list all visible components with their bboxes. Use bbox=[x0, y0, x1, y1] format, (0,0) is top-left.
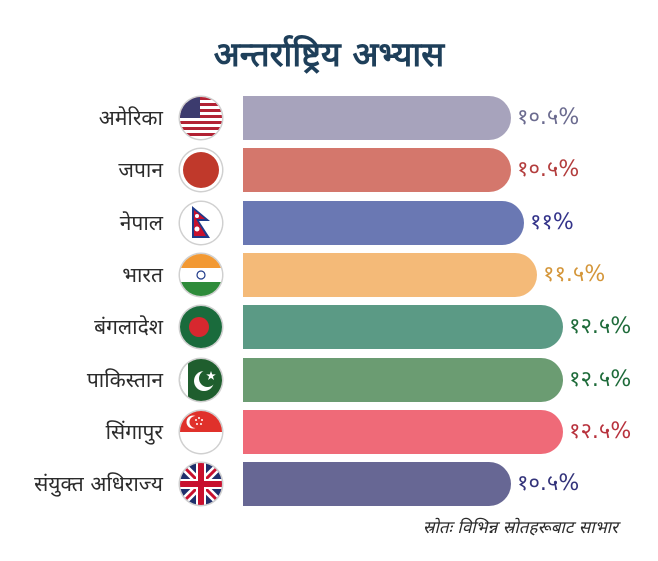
value-label: १०.५% bbox=[517, 157, 580, 183]
value-label: १०.५% bbox=[517, 105, 580, 130]
category-label: जपान bbox=[118, 158, 163, 183]
category-label: नेपाल bbox=[119, 210, 163, 235]
category-label: अमेरिका bbox=[98, 106, 163, 130]
bar-row: सिंगापुर १२.५% bbox=[0, 409, 658, 454]
bar bbox=[243, 200, 524, 245]
bar-row: जपान १०.५% bbox=[0, 148, 658, 193]
value-label: १२.५% bbox=[569, 314, 632, 340]
bar-row: अमेरिका १०.५% bbox=[0, 96, 658, 140]
usa-flag-icon bbox=[180, 97, 222, 139]
japan-flag-icon bbox=[180, 149, 222, 192]
singapore-flag-icon bbox=[180, 410, 222, 453]
bar-row: बंगलादेश १२.५% bbox=[0, 305, 658, 350]
chart-title: अन्तर्राष्ट्रिय अभ्यास bbox=[213, 35, 445, 75]
bar bbox=[243, 357, 563, 402]
pakistan-flag-icon bbox=[180, 358, 222, 401]
bar bbox=[243, 409, 563, 454]
uk-flag-icon bbox=[180, 463, 222, 506]
bar bbox=[243, 462, 511, 507]
india-flag-icon bbox=[180, 253, 222, 296]
category-label: बंगलादेश bbox=[94, 315, 163, 340]
category-label: संयुक्त अधिराज्य bbox=[34, 472, 163, 497]
category-label: सिंगापुर bbox=[105, 419, 163, 444]
value-label: १२.५% bbox=[569, 418, 632, 444]
bar-row: नेपाल ११% bbox=[0, 200, 658, 245]
value-label: ११.५% bbox=[543, 261, 606, 287]
bangladesh-flag-icon bbox=[180, 306, 222, 349]
value-label: १०.५% bbox=[517, 471, 580, 497]
value-label: ११% bbox=[530, 209, 574, 235]
bar bbox=[243, 148, 511, 193]
bar bbox=[243, 252, 537, 297]
category-label: भारत bbox=[122, 262, 163, 287]
bar-row: पाकिस्तान १२.५% bbox=[0, 357, 658, 402]
bar-row: संयुक्त अधिराज्य १०.५% bbox=[0, 462, 658, 507]
bar bbox=[243, 96, 511, 140]
category-label: पाकिस्तान bbox=[86, 367, 163, 392]
bar bbox=[243, 305, 563, 350]
source-note: स्रोतः विभिन्न स्रोतहरूबाट साभार bbox=[422, 518, 618, 538]
bar-row: भारत ११.५% bbox=[0, 252, 658, 297]
nepal-flag-icon bbox=[180, 201, 222, 244]
value-label: १२.५% bbox=[569, 366, 632, 392]
